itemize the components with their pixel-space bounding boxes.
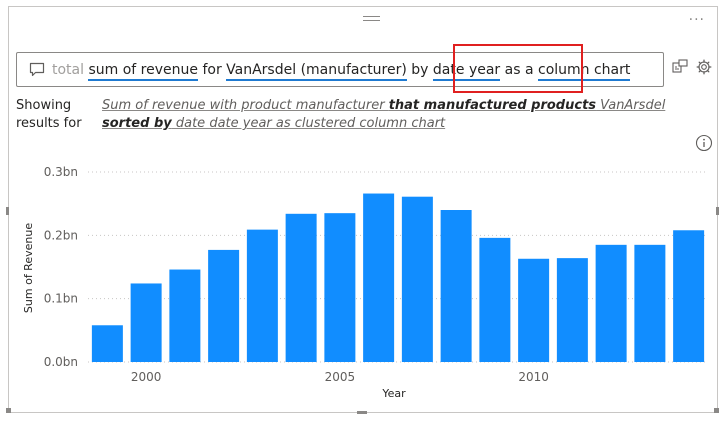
more-options-icon[interactable]: ··· xyxy=(688,12,705,28)
qa-token[interactable]: date year xyxy=(432,62,501,81)
y-tick-label: 0.1bn xyxy=(44,292,78,306)
x-axis-title: Year xyxy=(381,387,406,400)
showing-results-label: Showing results for xyxy=(16,98,82,131)
restatement-part: date date year as clustered column chart xyxy=(171,116,446,131)
resize-handle-right[interactable] xyxy=(716,207,719,215)
bar-2000[interactable] xyxy=(130,283,162,362)
qa-token[interactable]: column chart xyxy=(538,62,631,81)
bar-2013[interactable] xyxy=(634,244,666,362)
info-icon[interactable] xyxy=(695,134,713,156)
resize-handle-bottom-left[interactable] xyxy=(6,408,11,413)
bar-2006[interactable] xyxy=(363,193,395,362)
drag-grip-icon[interactable] xyxy=(363,16,380,25)
annotation-highlight-box xyxy=(453,44,583,93)
qa-question-input[interactable]: total sum of revenue for VanArsdel (manu… xyxy=(16,52,664,87)
column-chart: 0.0bn 0.1bn 0.2bn 0.3bn 2000 2005 2010 Sum of… xyxy=(22,165,708,400)
qa-word: total xyxy=(52,62,85,78)
qa-token[interactable]: sum of revenue xyxy=(88,62,198,81)
restatement-part: sorted by xyxy=(102,116,172,131)
restatement-part: VanArsdel xyxy=(596,98,666,113)
bar-2003[interactable] xyxy=(246,229,278,362)
qa-word: by xyxy=(411,62,429,78)
bar-2012[interactable] xyxy=(595,244,627,362)
restatement-part: that manufactured products xyxy=(388,98,597,113)
restatement-part: Sum of revenue with product manufacturer xyxy=(102,98,389,113)
gear-icon[interactable] xyxy=(696,59,712,79)
bar-2011[interactable] xyxy=(556,258,588,362)
x-tick-label: 2005 xyxy=(325,370,356,384)
bar-2010[interactable] xyxy=(518,258,550,362)
chat-bubble-icon xyxy=(29,62,45,82)
restatement-link[interactable]: Sum of revenue with product manufacturer… xyxy=(102,97,670,133)
resize-handle-bottom[interactable] xyxy=(357,411,367,414)
qa-word: for xyxy=(202,62,222,78)
resize-handle-left[interactable] xyxy=(6,207,9,215)
chart-bars xyxy=(91,193,705,362)
resize-handle-bottom-right[interactable] xyxy=(714,408,719,413)
bar-2001[interactable] xyxy=(169,269,201,362)
qa-word: as a xyxy=(504,62,534,78)
x-tick-label: 2010 xyxy=(518,370,549,384)
qa-question-text[interactable]: total sum of revenue for VanArsdel (manu… xyxy=(52,61,631,81)
y-axis-tick-labels: 0.0bn 0.1bn 0.2bn 0.3bn xyxy=(44,165,78,369)
turn-into-visual-icon[interactable] xyxy=(672,59,688,79)
y-tick-label: 0.2bn xyxy=(44,228,78,242)
bar-2014[interactable] xyxy=(673,230,705,362)
bar-2009[interactable] xyxy=(479,237,511,362)
x-axis-tick-labels: 2000 2005 2010 xyxy=(131,370,549,384)
qa-token[interactable]: VanArsdel (manufacturer) xyxy=(226,62,407,81)
y-tick-label: 0.3bn xyxy=(44,165,78,179)
bar-2002[interactable] xyxy=(208,249,240,362)
y-axis-title: Sum of Revenue xyxy=(22,223,35,313)
bar-2005[interactable] xyxy=(324,213,356,362)
bar-1999[interactable] xyxy=(91,325,123,362)
x-tick-label: 2000 xyxy=(131,370,162,384)
bar-2008[interactable] xyxy=(440,210,472,362)
y-tick-label: 0.0bn xyxy=(44,355,78,369)
bar-2007[interactable] xyxy=(401,196,433,362)
bar-2004[interactable] xyxy=(285,213,317,362)
